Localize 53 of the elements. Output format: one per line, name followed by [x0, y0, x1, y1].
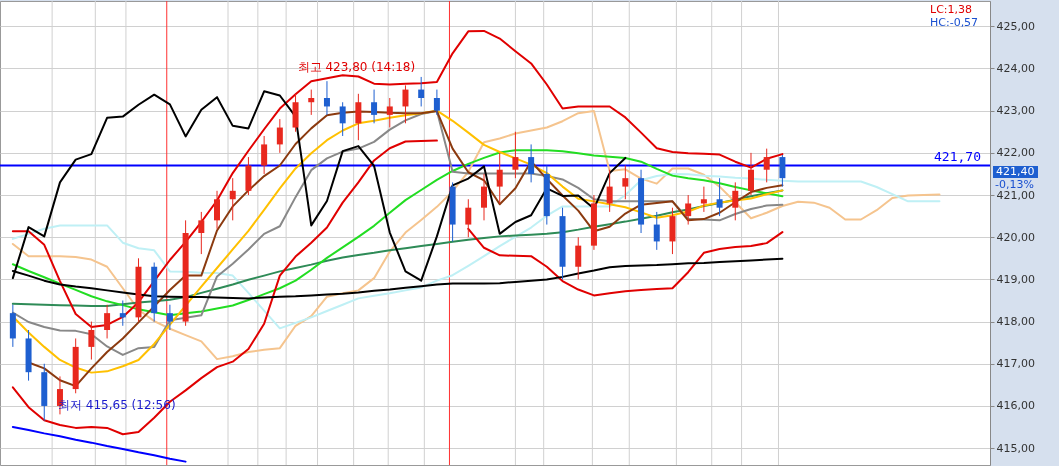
- candlestick: [339, 101, 346, 137]
- candlestick: [685, 194, 692, 226]
- y-tick-label: 420,00: [996, 230, 1035, 244]
- candlestick: [308, 89, 315, 116]
- candlestick: [88, 321, 95, 361]
- candlestick: [779, 154, 786, 188]
- y-tick-label: 415,00: [996, 441, 1035, 455]
- candlestick: [418, 76, 425, 107]
- candlestick: [386, 97, 393, 129]
- y-tick-label: 419,00: [996, 272, 1035, 286]
- candlestick: [653, 211, 660, 251]
- candlestick: [104, 304, 111, 339]
- candlestick: [433, 89, 440, 116]
- y-tick-label: 418,00: [996, 315, 1035, 329]
- annotation: HC:-0,57: [930, 16, 979, 29]
- candlestick: [229, 177, 236, 221]
- y-tick-label: 423,00: [996, 104, 1035, 118]
- candlestick: [166, 304, 173, 331]
- text: -0,13%: [995, 178, 1034, 191]
- candlestick: [575, 236, 582, 280]
- annotation: 최고 423,80 (14:18): [297, 59, 416, 74]
- candlestick: [512, 131, 519, 179]
- candlestick: [496, 152, 503, 204]
- candlestick: [700, 186, 707, 213]
- candlestick: [716, 177, 723, 217]
- y-tick-label: 421,00: [996, 188, 1035, 202]
- ref-line-label: 421,70: [934, 148, 981, 164]
- candlestick: [481, 173, 488, 221]
- y-tick-label: 422,00: [996, 146, 1035, 160]
- candlestick: [119, 299, 126, 327]
- y-tick-label: 417,00: [996, 357, 1035, 371]
- y-tick-label: 424,00: [996, 61, 1035, 75]
- candlestick: [747, 152, 754, 196]
- text: 421,40: [993, 165, 1038, 178]
- candlestick: [261, 135, 268, 175]
- line-series: [11, 29, 784, 329]
- candlestick: [323, 80, 330, 116]
- candlestick: [606, 169, 613, 213]
- candlestick: [276, 118, 283, 154]
- y-tick-label: 425,00: [996, 19, 1035, 33]
- candlestick: [465, 198, 472, 238]
- candlestick: [528, 143, 535, 183]
- candlestick: [371, 89, 378, 124]
- candlestick: [198, 211, 205, 255]
- candlestick: [402, 84, 409, 124]
- candlestick: [214, 190, 221, 230]
- line-series: [11, 426, 187, 463]
- candlestick: [763, 148, 770, 183]
- candlestick: [732, 181, 739, 221]
- y-tick-label: 416,00: [996, 399, 1035, 413]
- candlestick: [355, 93, 362, 141]
- annotation: LC:1,38: [930, 3, 973, 16]
- candlestick: [622, 165, 629, 200]
